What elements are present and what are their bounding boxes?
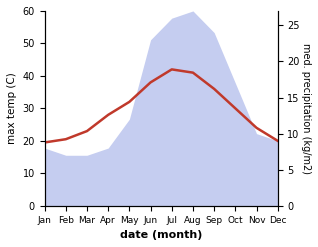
Y-axis label: med. precipitation (kg/m2): med. precipitation (kg/m2) [301,43,311,174]
Y-axis label: max temp (C): max temp (C) [7,72,17,144]
X-axis label: date (month): date (month) [120,230,202,240]
